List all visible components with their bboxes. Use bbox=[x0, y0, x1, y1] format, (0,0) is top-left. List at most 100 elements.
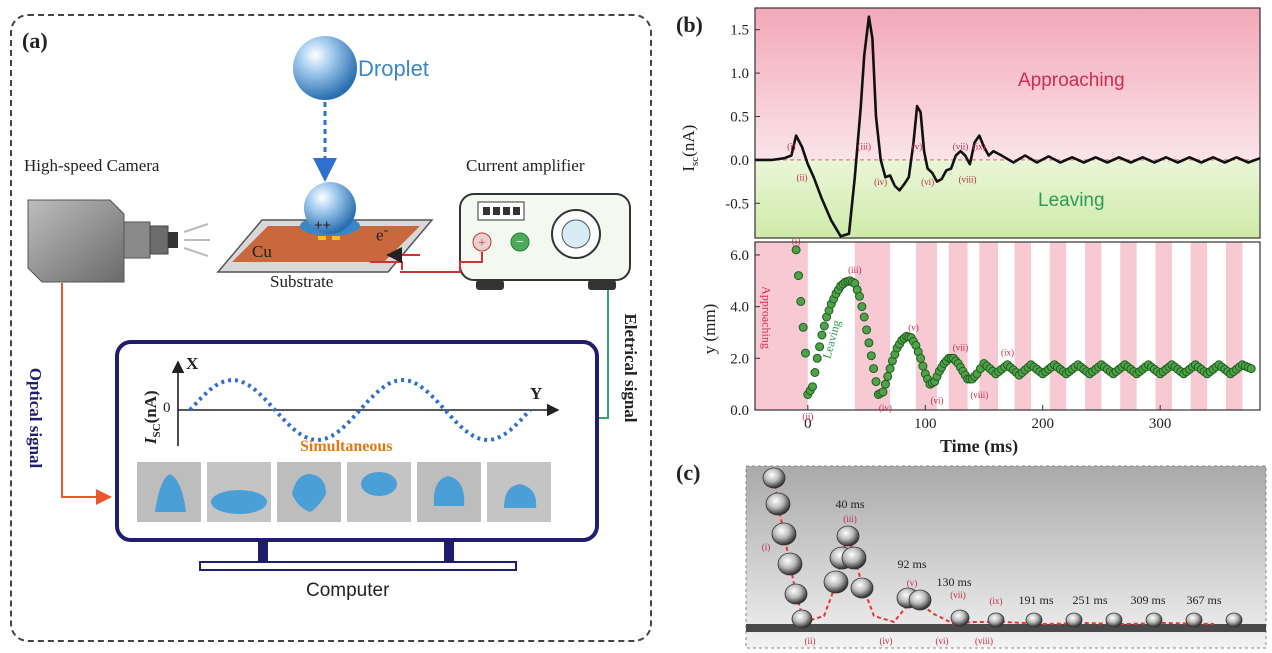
monitor-zero: 0 bbox=[163, 400, 171, 416]
camera-lens-front bbox=[168, 232, 178, 248]
y-scatter-point bbox=[808, 382, 817, 392]
panel-c-droplet bbox=[791, 609, 813, 629]
bottom-marker-label: (ii) bbox=[802, 411, 813, 421]
panel-c-surface bbox=[746, 624, 1266, 632]
panel-c-marker-label: (vii) bbox=[950, 590, 966, 600]
optical-signal-line bbox=[61, 283, 112, 505]
b-approaching-rot: Approaching bbox=[759, 286, 774, 349]
approach-stripe bbox=[1120, 242, 1137, 410]
copper-electrode bbox=[232, 226, 420, 262]
red-wire-2 bbox=[400, 252, 483, 273]
amplifier-label: Current amplifier bbox=[466, 156, 585, 175]
monitor-wave bbox=[188, 377, 532, 443]
droplet-label: Droplet bbox=[358, 56, 429, 81]
y-scatter-point bbox=[855, 291, 864, 301]
red-wire-1 bbox=[370, 261, 403, 270]
panel-a-schematic: + − bbox=[18, 36, 631, 571]
plus-charges: ++ bbox=[314, 218, 332, 234]
top-marker-label: (ii) bbox=[796, 173, 807, 183]
leaving-label: Leaving bbox=[1038, 190, 1105, 211]
panel-c-droplet bbox=[950, 609, 970, 627]
panel-c-marker-label: (ii) bbox=[805, 636, 816, 646]
bottom-xtick-label: 0 bbox=[804, 416, 812, 432]
approach-stripe bbox=[1014, 242, 1031, 410]
camera-body bbox=[27, 199, 125, 283]
top-ytick-label: 0.0 bbox=[730, 153, 749, 169]
bottom-ytick-label: 6.0 bbox=[730, 248, 749, 264]
approach-stripe bbox=[1049, 242, 1067, 410]
isc-series-line bbox=[755, 15, 1261, 238]
panel-c-trajectory bbox=[773, 477, 1215, 626]
camera-label: High-speed Camera bbox=[24, 156, 160, 175]
bottom-marker-label: (iii) bbox=[848, 265, 862, 275]
simultaneous-label: Simultaneous bbox=[300, 438, 393, 455]
y-scatter-point bbox=[878, 387, 888, 397]
approach-stripe bbox=[979, 242, 999, 410]
panel-c-droplet bbox=[784, 583, 808, 605]
panel-c-droplet bbox=[765, 492, 791, 516]
panel-c-droplet bbox=[841, 546, 867, 570]
minus-terminal bbox=[510, 232, 530, 252]
y-scatter-point bbox=[801, 348, 810, 358]
bottom-ytick-label: 2.0 bbox=[730, 351, 749, 367]
panel-c-time-label: 191 ms bbox=[1018, 593, 1053, 607]
panel-c-time-label: 251 ms bbox=[1072, 593, 1107, 607]
y-scatter-point bbox=[880, 379, 890, 389]
y-scatter-point bbox=[885, 364, 895, 374]
panel-c-droplet bbox=[1225, 612, 1243, 628]
bottom-xtick-label: 200 bbox=[1031, 416, 1054, 432]
top-marker-label: (ix) bbox=[973, 142, 986, 152]
amplifier-foot-right bbox=[588, 280, 616, 290]
bottom-marker-label: (viii) bbox=[970, 390, 988, 400]
top-ytick-label: -0.5 bbox=[725, 196, 749, 212]
bottom-ytick-label: 0.0 bbox=[730, 403, 749, 419]
panel-c-droplet bbox=[1025, 612, 1043, 628]
y-scatter-point bbox=[796, 296, 806, 306]
panel-c-marker-label: (i) bbox=[762, 542, 771, 552]
approach-stripe bbox=[1190, 242, 1208, 410]
panel-c-droplet bbox=[762, 467, 786, 489]
top-ytick-label: 0.5 bbox=[730, 109, 749, 125]
monitor-stand bbox=[199, 561, 517, 571]
leaving-region bbox=[755, 159, 1260, 238]
panel-c-marker-label: (vi) bbox=[936, 636, 949, 646]
bottom-xlabel: Time (ms) bbox=[940, 436, 1019, 456]
panel-c-droplet bbox=[771, 522, 797, 546]
svg-text:−: − bbox=[516, 235, 524, 250]
top-marker-label: (vii) bbox=[953, 142, 969, 152]
panel-c-marker-label: (iii) bbox=[843, 514, 857, 524]
panel-c-droplet bbox=[987, 612, 1005, 628]
bottom-marker-label: (i) bbox=[792, 236, 801, 246]
droplet-thumbnails bbox=[137, 462, 551, 522]
panel-c-time-label: 92 ms bbox=[897, 557, 926, 571]
minus-charge-2 bbox=[332, 236, 340, 240]
plus-terminal bbox=[472, 232, 492, 252]
y-scatter-point bbox=[791, 245, 801, 255]
panel-c-time-label: 309 ms bbox=[1130, 593, 1165, 607]
substrate-label: Substrate bbox=[270, 272, 334, 291]
y-scatter-point bbox=[869, 364, 879, 374]
y-scatter-point bbox=[883, 371, 893, 381]
amplifier-display bbox=[477, 201, 525, 221]
panel-c-marker-label: (iv) bbox=[880, 636, 893, 646]
top-marker-label: (v) bbox=[912, 142, 923, 152]
top-marker-label: (iii) bbox=[857, 142, 871, 152]
y-scatter-point bbox=[916, 353, 926, 363]
amplifier-dial-inner bbox=[561, 219, 591, 249]
electrical-signal-label: Eletrical signal bbox=[621, 313, 640, 423]
approach-stripe bbox=[1155, 242, 1172, 410]
panel-c-droplet bbox=[777, 552, 803, 576]
electron-label: e- bbox=[376, 222, 389, 245]
panel-b-label: (b) bbox=[676, 12, 703, 37]
approaching-region bbox=[755, 8, 1260, 160]
y-scatter-point bbox=[918, 361, 928, 371]
y-scatter-point bbox=[794, 271, 803, 281]
panel-c-time-label: 367 ms bbox=[1186, 593, 1221, 607]
bottom-ylabel: y (mm) bbox=[700, 303, 719, 355]
top-marker-label: (vi) bbox=[921, 177, 934, 187]
falling-droplet bbox=[293, 36, 357, 100]
top-ytick-label: 1.0 bbox=[730, 66, 749, 82]
y-scatter-point bbox=[798, 322, 808, 332]
y-scatter-point bbox=[871, 377, 881, 387]
y-scatter-point bbox=[819, 321, 829, 331]
